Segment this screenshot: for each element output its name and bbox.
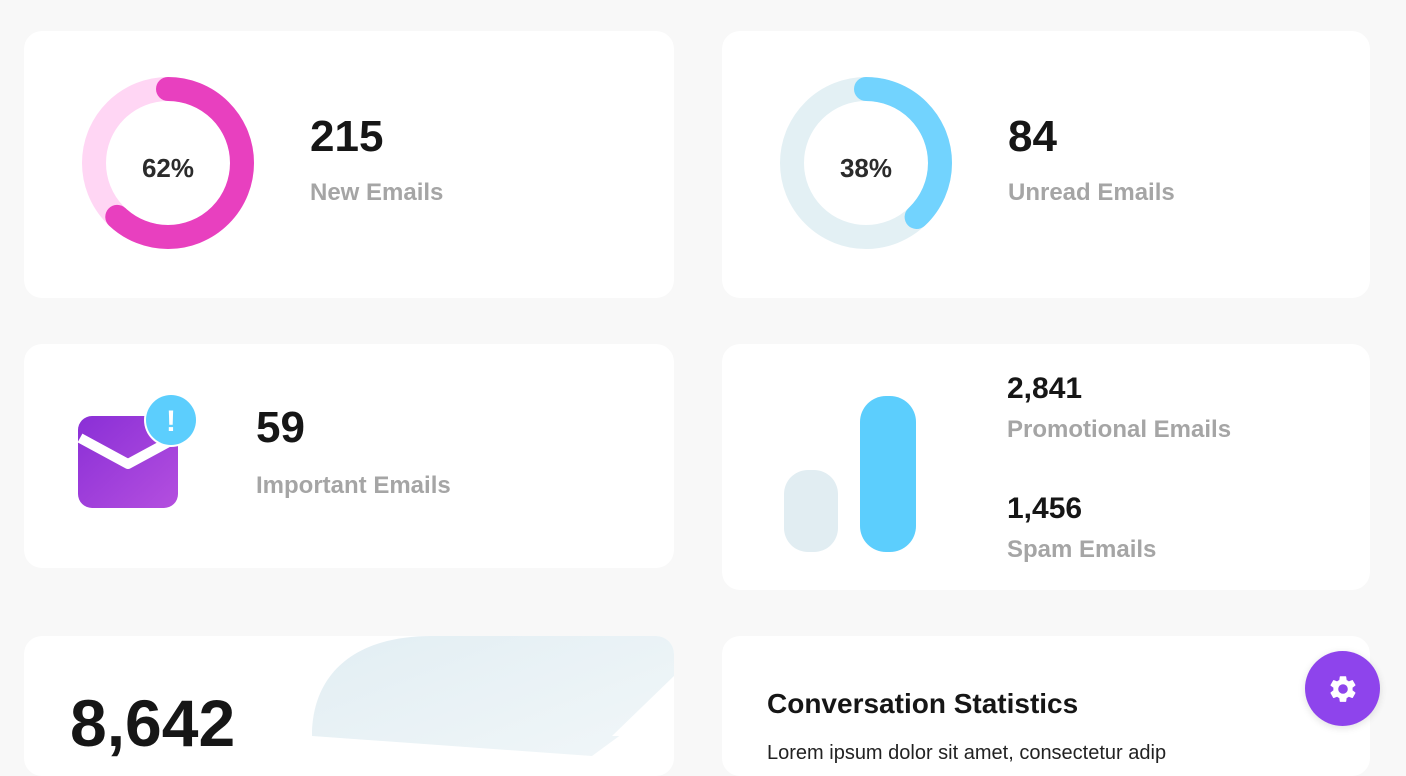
promotional-emails-count: 2,841	[1007, 372, 1083, 405]
donut-progress-arc	[82, 77, 254, 249]
promo-spam-bar-graphic	[784, 396, 924, 556]
settings-button[interactable]	[1305, 651, 1380, 726]
unread-emails-percent: 38%	[839, 152, 893, 183]
important-emails-count: 59	[256, 403, 305, 452]
spam-emails-label: Spam Emails	[1007, 536, 1157, 563]
donut-progress-arc	[780, 77, 952, 249]
mail-badge-mark: !	[166, 405, 176, 438]
unread-emails-label: Unread Emails	[1008, 179, 1175, 206]
important-emails-card: ! 59 Important Emails	[24, 344, 674, 568]
promotional-bar	[860, 396, 916, 552]
spam-bar	[784, 470, 838, 552]
unread-emails-count: 84	[1008, 112, 1057, 161]
total-emails-count: 8,642	[70, 686, 236, 760]
conversation-statistics-title: Conversation Statistics	[767, 688, 1079, 719]
spam-emails-count: 1,456	[1007, 492, 1083, 525]
conversation-statistics-card: Conversation Statistics Lorem ipsum dolo…	[722, 636, 1370, 776]
new-emails-card: 62% 215 New Emails	[24, 31, 674, 298]
new-emails-label: New Emails	[310, 179, 444, 206]
promo-spam-card: 2,841 Promotional Emails 1,456 Spam Emai…	[722, 344, 1370, 590]
new-emails-count: 215	[310, 112, 384, 161]
new-emails-donut-chart	[82, 77, 254, 249]
new-emails-donut: 62%	[80, 75, 256, 251]
gear-icon	[1329, 675, 1355, 702]
decorative-wave	[312, 636, 674, 776]
important-emails-label: Important Emails	[256, 472, 451, 499]
promotional-emails-label: Promotional Emails	[1007, 416, 1232, 443]
unread-emails-card: 38% 84 Unread Emails	[722, 31, 1370, 298]
total-emails-card: 8,642	[24, 636, 674, 776]
mail-alert-icon: !	[76, 393, 201, 514]
conversation-statistics-text: Lorem ipsum dolor sit amet, consectetur …	[767, 742, 1167, 764]
new-emails-percent: 62%	[141, 152, 195, 183]
unread-emails-donut-chart	[780, 77, 952, 249]
unread-emails-donut: 38%	[778, 75, 954, 251]
